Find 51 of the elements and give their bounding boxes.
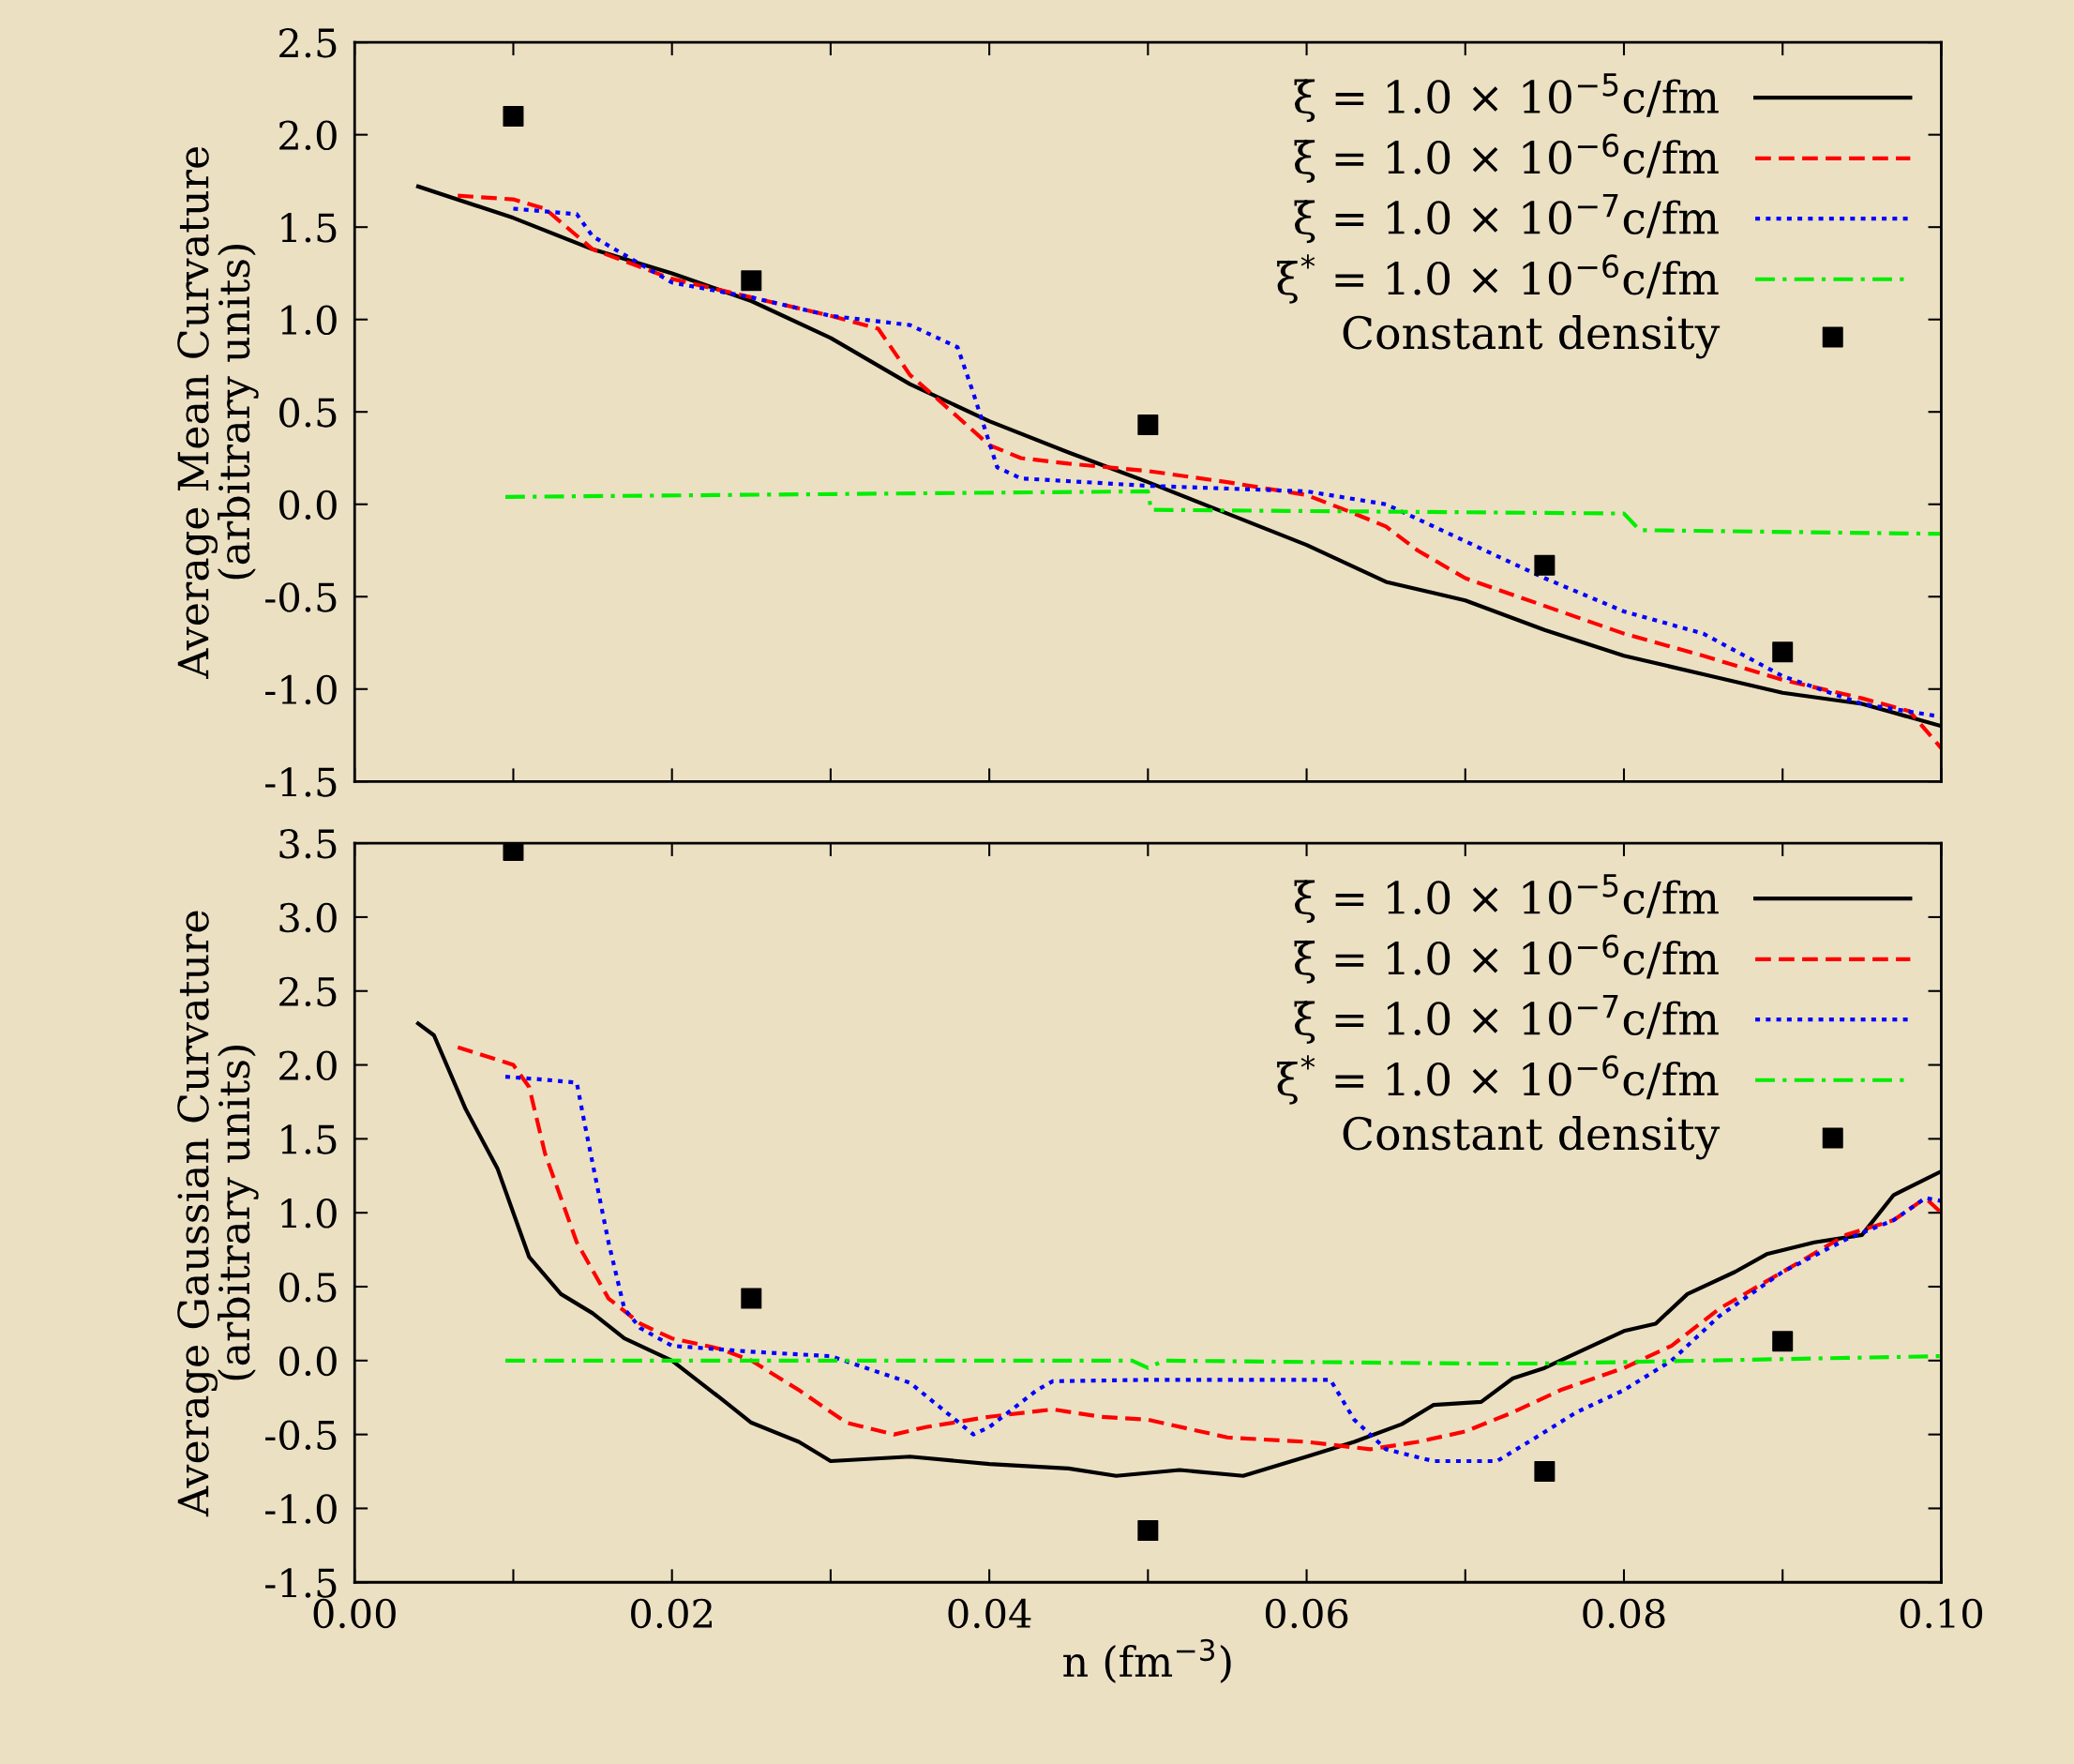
y-tick-label: 3.0 (279, 902, 337, 933)
legend-label: Constant density (1343, 1116, 1721, 1160)
point (741, 270, 762, 292)
legend-label: ξ̇ = 1.0 × 10$^{−5}$c/fm (1294, 874, 1719, 924)
x-axis-title: n (fm$^{−3}$) (1063, 1638, 1231, 1683)
line-series (503, 1354, 1942, 1370)
y-tick-label: 0.5 (279, 1272, 337, 1303)
y-tick-label: -1.5 (265, 1568, 337, 1598)
legend-label: ξ̇ = 1.0 × 10$^{−7}$c/fm (1294, 995, 1719, 1045)
point (741, 1288, 762, 1309)
y-tick-label: 2.5 (279, 976, 337, 1007)
y-tick-label: 0.0 (279, 490, 337, 520)
point (1137, 415, 1159, 436)
y-tick-label: -1.0 (265, 674, 337, 705)
point (1772, 1331, 1794, 1352)
x-tick-label: 0.02 (631, 1598, 712, 1629)
y-tick-label: 2.5 (279, 28, 337, 58)
legend-label: ξ̇$^{*}$ = 1.0 × 10$^{−6}$c/fm (1277, 254, 1719, 304)
point (1534, 554, 1556, 576)
point (503, 843, 524, 861)
y-tick-label: -1.0 (265, 1494, 337, 1524)
legend-label: ξ̇$^{*}$ = 1.0 × 10$^{−6}$c/fm (1277, 1055, 1719, 1105)
y-tick-label: -0.5 (265, 582, 337, 612)
y-tick-label: 1.5 (281, 213, 337, 243)
point (503, 105, 524, 127)
legend-label: ξ̇ = 1.0 × 10$^{−6}$c/fm (1294, 934, 1719, 984)
y-tick-label: 1.5 (281, 1124, 337, 1154)
line-series (503, 489, 1942, 536)
legend-label: Constant density (1343, 315, 1721, 359)
y-tick-label: -0.5 (265, 1420, 337, 1451)
point (1772, 641, 1794, 663)
y-tick-label: 2.0 (279, 120, 337, 151)
legend-label: ξ̇ = 1.0 × 10$^{−6}$c/fm (1294, 133, 1719, 183)
legend-label: ξ̇ = 1.0 × 10$^{−5}$c/fm (1294, 73, 1719, 123)
x-tick-label: 0.08 (1583, 1598, 1665, 1629)
y-tick-label: 0.0 (279, 1346, 337, 1377)
x-tick-label: 0.06 (1265, 1598, 1348, 1629)
y-tick-label: 2.0 (279, 1050, 337, 1080)
y-tick-label: 0.5 (279, 398, 337, 428)
x-tick-label: 0.00 (313, 1598, 396, 1629)
legend-label: ξ̇ = 1.0 × 10$^{−7}$c/fm (1294, 194, 1719, 244)
point (1137, 1520, 1159, 1542)
y-axis-title: Average Gaussian Curvature (arbitrary units) (177, 911, 259, 1517)
point (1534, 1461, 1556, 1483)
y-axis-title: Average Mean Curvature (arbitrary units) (177, 146, 259, 679)
x-tick-label: 0.10 (1900, 1598, 1983, 1629)
y-tick-label: 1.0 (281, 1199, 337, 1229)
x-tick-label: 0.04 (948, 1598, 1031, 1629)
y-tick-label: 3.5 (279, 829, 337, 859)
y-tick-label: 1.0 (281, 305, 337, 336)
y-tick-label: -1.5 (265, 767, 337, 797)
